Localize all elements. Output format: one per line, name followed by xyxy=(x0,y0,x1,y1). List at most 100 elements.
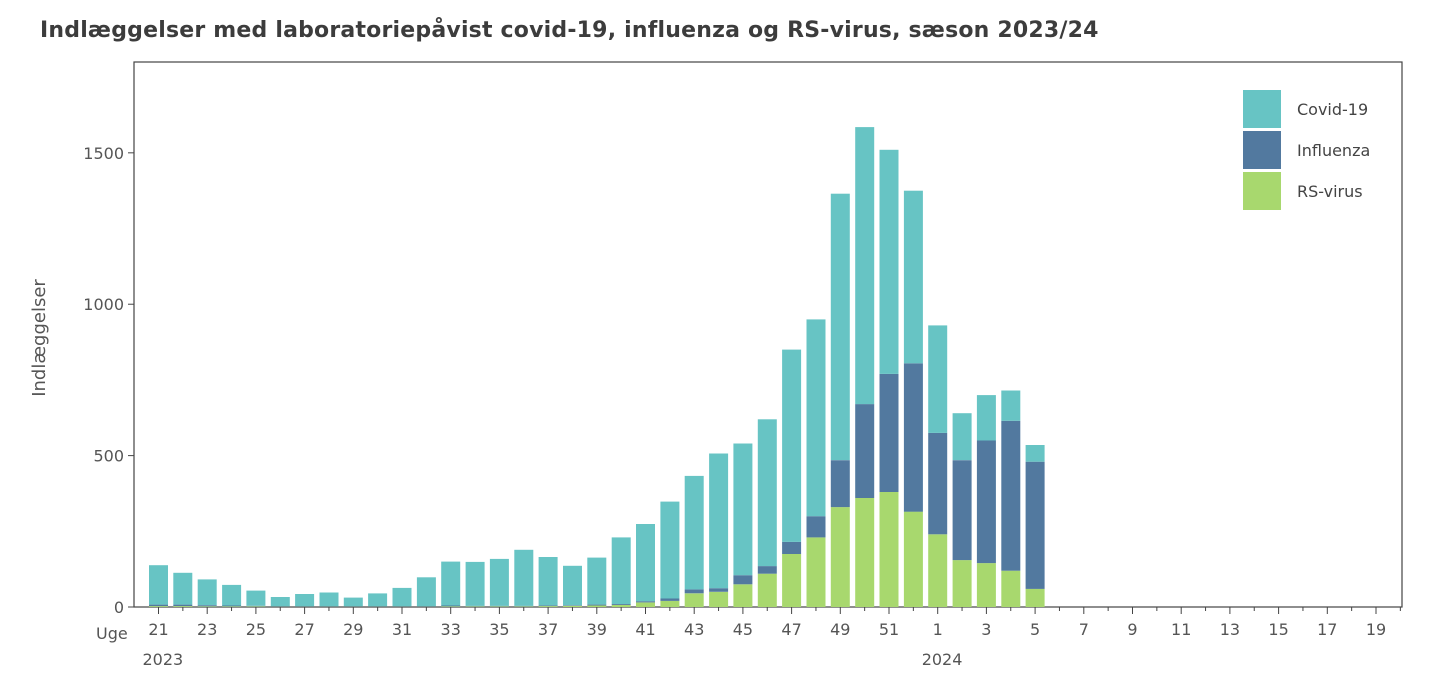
bar-rs-virus-week-52 xyxy=(903,511,923,607)
x-tick-label: 41 xyxy=(635,620,655,639)
bar-rs-virus-week-49 xyxy=(830,507,850,607)
bar-influenza-week-35 xyxy=(489,605,509,607)
x-tick-label: 7 xyxy=(1079,620,1089,639)
bar-influenza-week-27 xyxy=(295,606,315,607)
bar-influenza-week-29 xyxy=(343,606,363,607)
bar-rs-virus-week-35 xyxy=(489,606,509,607)
y-axis: 0 500 1000 1500 xyxy=(83,144,134,617)
legend-label-influenza: Influenza xyxy=(1297,141,1370,160)
bar-influenza-week-4 xyxy=(1001,420,1021,571)
bar-influenza-week-23 xyxy=(197,605,217,607)
y-tick-label: 0 xyxy=(114,598,124,617)
bar-rs-virus-week-36 xyxy=(514,606,534,607)
chart-title: Indlæggelser med laboratoriepåvist covid… xyxy=(40,18,1099,43)
x-tick-label: 39 xyxy=(587,620,607,639)
bar-influenza-week-52 xyxy=(903,363,923,512)
legend-label-rs-virus: RS-virus xyxy=(1297,182,1363,201)
bar-influenza-week-47 xyxy=(782,541,802,554)
bar-influenza-week-1 xyxy=(928,432,948,535)
legend-label-covid-19: Covid-19 xyxy=(1297,100,1368,119)
x-tick-label: 27 xyxy=(294,620,314,639)
bar-covid-19-week-3 xyxy=(976,395,996,441)
bar-influenza-week-49 xyxy=(830,460,850,508)
bar-influenza-week-48 xyxy=(806,516,826,538)
bar-rs-virus-week-43 xyxy=(684,593,704,607)
x-tick-label: 11 xyxy=(1171,620,1191,639)
bar-rs-virus-week-5 xyxy=(1025,588,1045,607)
bar-influenza-week-45 xyxy=(733,575,753,585)
x-tick-label: 5 xyxy=(1030,620,1040,639)
bar-influenza-week-51 xyxy=(879,373,899,492)
bar-rs-virus-week-37 xyxy=(538,606,558,607)
bar-covid-19-week-23 xyxy=(197,579,217,606)
x-tick-label: 47 xyxy=(781,620,801,639)
bar-covid-19-week-25 xyxy=(246,590,266,606)
bar-covid-19-week-45 xyxy=(733,443,753,576)
y-axis-title: Indlæggelser xyxy=(29,279,50,397)
x-tick-label: 9 xyxy=(1127,620,1137,639)
bar-rs-virus-week-47 xyxy=(782,554,802,607)
bar-covid-19-week-32 xyxy=(416,577,436,607)
y-tick-label: 1500 xyxy=(83,144,124,163)
bar-rs-virus-week-25 xyxy=(246,606,266,607)
x-tick-label: 25 xyxy=(246,620,266,639)
bar-covid-19-week-41 xyxy=(636,524,655,602)
bar-covid-19-week-46 xyxy=(757,419,777,567)
bar-covid-19-week-43 xyxy=(684,475,704,590)
bar-covid-19-week-47 xyxy=(782,349,802,542)
bar-covid-19-week-38 xyxy=(563,565,582,606)
bar-covid-19-week-40 xyxy=(611,537,631,604)
bar-covid-19-week-34 xyxy=(465,561,485,606)
x-tick-label: 45 xyxy=(733,620,753,639)
bar-influenza-week-43 xyxy=(684,589,704,594)
bar-influenza-week-2 xyxy=(952,460,972,561)
x-tick-label: 1 xyxy=(933,620,943,639)
legend-swatch-influenza xyxy=(1243,131,1281,169)
bar-covid-19-week-4 xyxy=(1001,390,1021,421)
x-tick-label: 33 xyxy=(441,620,461,639)
bars-group xyxy=(149,127,1045,607)
x-tick-label: 49 xyxy=(830,620,850,639)
bar-covid-19-week-51 xyxy=(879,149,899,374)
bar-covid-19-week-35 xyxy=(489,558,509,606)
bar-covid-19-week-49 xyxy=(830,193,850,461)
bar-covid-19-week-24 xyxy=(222,584,242,606)
bar-influenza-week-22 xyxy=(173,604,193,607)
y-tick-label: 1000 xyxy=(83,295,124,314)
bar-influenza-week-46 xyxy=(757,566,777,574)
bar-rs-virus-week-38 xyxy=(563,605,582,607)
bar-rs-virus-week-23 xyxy=(197,606,217,607)
bar-influenza-week-30 xyxy=(368,606,388,607)
bar-rs-virus-week-46 xyxy=(757,573,777,607)
bar-covid-19-week-36 xyxy=(514,549,534,606)
bar-covid-19-week-29 xyxy=(343,597,363,607)
year-label: 2023 xyxy=(143,650,184,669)
bar-influenza-week-36 xyxy=(514,605,534,607)
x-tick-label: 23 xyxy=(197,620,217,639)
x-tick-label: 21 xyxy=(148,620,168,639)
x-tick-label: 3 xyxy=(981,620,991,639)
bar-rs-virus-week-3 xyxy=(976,563,996,607)
bar-covid-19-week-21 xyxy=(149,565,168,605)
x-tick-label: 35 xyxy=(489,620,509,639)
bar-rs-virus-week-41 xyxy=(636,602,655,607)
bar-influenza-week-41 xyxy=(636,601,655,603)
x-tick-label: 31 xyxy=(392,620,412,639)
bar-rs-virus-week-24 xyxy=(222,606,242,607)
bar-rs-virus-week-42 xyxy=(660,600,680,607)
bar-influenza-week-5 xyxy=(1025,461,1045,589)
x-axis: 21 23 25 27 29 31 33 35 37 39 41 43 45 47 49 51 1 3 5 7 9 11 1… xyxy=(96,607,1401,669)
x-tick-label: 15 xyxy=(1268,620,1288,639)
bar-rs-virus-week-1 xyxy=(928,534,948,607)
bar-covid-19-week-26 xyxy=(270,597,290,607)
bar-rs-virus-week-48 xyxy=(806,537,826,607)
bar-influenza-week-39 xyxy=(587,604,607,606)
bar-influenza-week-34 xyxy=(465,605,485,607)
bar-covid-19-week-33 xyxy=(441,561,461,606)
bar-covid-19-week-27 xyxy=(295,594,315,607)
bar-rs-virus-week-45 xyxy=(733,584,753,607)
x-tick-label: 51 xyxy=(879,620,899,639)
bar-covid-19-week-28 xyxy=(319,592,339,607)
legend-swatch-rs-virus xyxy=(1243,172,1281,210)
